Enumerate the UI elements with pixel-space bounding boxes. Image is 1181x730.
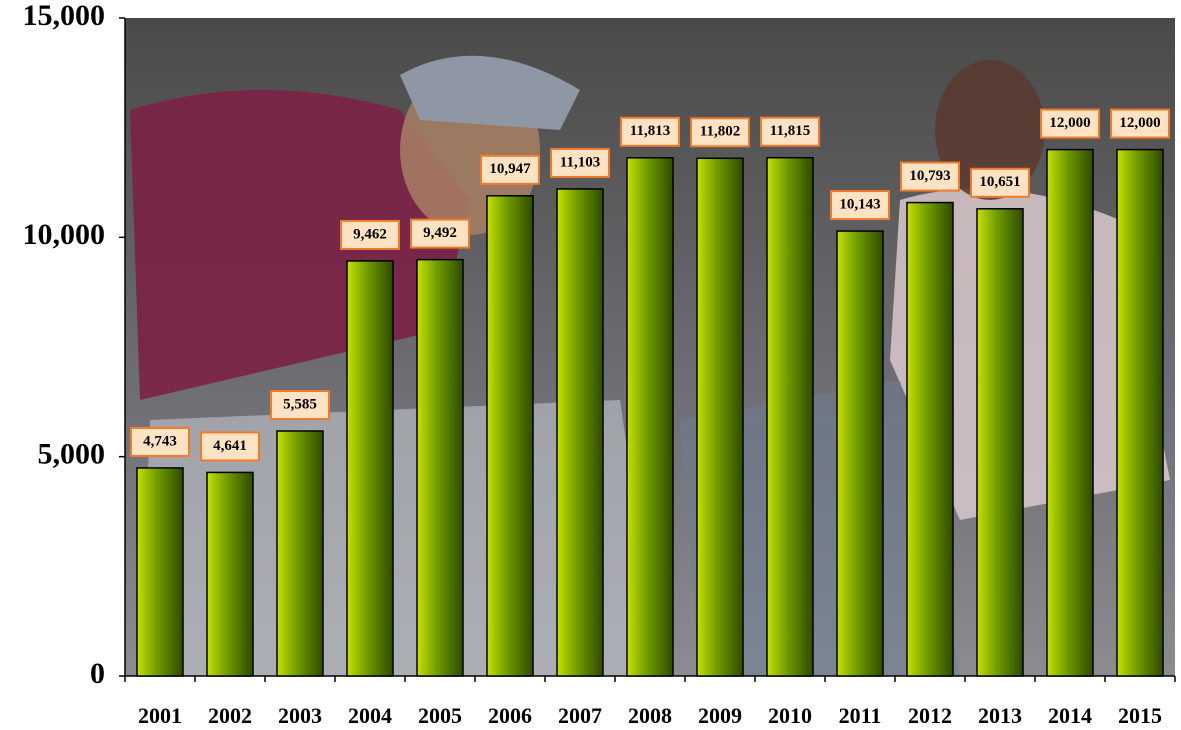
x-tick-label: 2012 bbox=[908, 703, 952, 728]
bar bbox=[627, 158, 673, 676]
x-tick-label: 2010 bbox=[768, 703, 812, 728]
value-label: 10,651 bbox=[979, 174, 1020, 190]
x-tick-label: 2013 bbox=[978, 703, 1022, 728]
bar bbox=[207, 472, 253, 676]
value-label: 4,641 bbox=[213, 438, 247, 454]
bar bbox=[417, 260, 463, 676]
x-tick-label: 2008 bbox=[628, 703, 672, 728]
value-label: 11,802 bbox=[700, 124, 740, 140]
x-tick-label: 2014 bbox=[1048, 703, 1092, 728]
value-label: 5,585 bbox=[283, 396, 317, 412]
value-label: 11,815 bbox=[770, 123, 810, 139]
value-label: 11,813 bbox=[630, 123, 670, 139]
bar bbox=[277, 431, 323, 676]
value-label: 4,743 bbox=[143, 433, 177, 449]
value-label: 9,462 bbox=[353, 226, 387, 242]
y-tick-label: 0 bbox=[90, 657, 105, 690]
x-tick-label: 2006 bbox=[488, 703, 532, 728]
bar bbox=[767, 158, 813, 676]
value-label: 10,793 bbox=[909, 168, 950, 184]
x-tick-label: 2009 bbox=[698, 703, 742, 728]
x-tick-label: 2004 bbox=[348, 703, 392, 728]
bar bbox=[907, 203, 953, 676]
x-tick-label: 2015 bbox=[1118, 703, 1162, 728]
bar bbox=[837, 231, 883, 676]
bar bbox=[347, 261, 393, 676]
bar bbox=[697, 158, 743, 676]
value-label: 10,947 bbox=[489, 161, 531, 177]
x-tick-label: 2007 bbox=[558, 703, 602, 728]
value-label: 12,000 bbox=[1049, 115, 1090, 131]
bar bbox=[977, 209, 1023, 676]
value-label: 12,000 bbox=[1119, 115, 1160, 131]
x-tick-label: 2005 bbox=[418, 703, 462, 728]
bar bbox=[1047, 150, 1093, 676]
bar bbox=[557, 189, 603, 676]
y-tick-label: 15,000 bbox=[23, 0, 106, 32]
x-tick-label: 2001 bbox=[138, 703, 182, 728]
bar bbox=[137, 468, 183, 676]
value-label: 9,492 bbox=[423, 225, 457, 241]
bar bbox=[487, 196, 533, 676]
x-tick-label: 2003 bbox=[278, 703, 322, 728]
x-tick-label: 2002 bbox=[208, 703, 252, 728]
y-tick-label: 5,000 bbox=[38, 438, 106, 471]
value-label: 10,143 bbox=[839, 196, 880, 212]
y-tick-label: 10,000 bbox=[23, 218, 106, 251]
bar bbox=[1117, 150, 1163, 676]
x-tick-label: 2011 bbox=[839, 703, 882, 728]
value-label: 11,103 bbox=[560, 154, 600, 170]
chart: 0 5,000 10,000 15,000 2001 4,743 2002 4,641 2003… bbox=[0, 0, 1181, 730]
